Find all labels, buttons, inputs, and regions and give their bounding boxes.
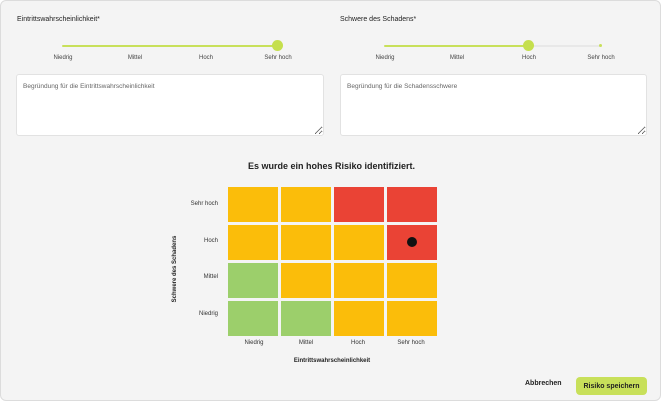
matrix-cell-medium[interactable]: [281, 225, 331, 260]
severity-tick[interactable]: Mittel: [449, 55, 465, 61]
matrix-y-label: Mittel: [203, 274, 218, 280]
likelihood-label: Eintrittswahrscheinlichkeit*: [17, 16, 100, 23]
severity-slider-track-rest: [528, 45, 602, 47]
likelihood-slider-track: [62, 45, 278, 47]
cancel-button[interactable]: Abbrechen: [521, 378, 566, 389]
severity-reason-input[interactable]: [340, 74, 647, 136]
likelihood-tick[interactable]: Sehr hoch: [264, 55, 292, 61]
matrix-cell-low[interactable]: [228, 301, 278, 336]
likelihood-slider[interactable]: [62, 39, 284, 53]
matrix-cell-medium[interactable]: [228, 187, 278, 222]
matrix-cell-high[interactable]: [334, 187, 384, 222]
risk-matrix: [228, 187, 437, 336]
matrix-cell-high[interactable]: [387, 225, 437, 260]
likelihood-tick[interactable]: Hoch: [198, 55, 214, 61]
matrix-y-title: Schwere des Schadens: [172, 235, 178, 303]
severity-slider-track-filled: [384, 45, 528, 47]
likelihood-reason-input[interactable]: [16, 74, 324, 136]
risk-result-text: Es wurde ein hohes Risiko identifiziert.: [247, 161, 416, 171]
severity-slider-thumb[interactable]: [523, 40, 534, 51]
severity-tick[interactable]: Hoch: [521, 55, 537, 61]
matrix-y-label: Sehr hoch: [190, 201, 218, 207]
matrix-y-label: Niedrig: [198, 311, 218, 317]
matrix-cell-medium[interactable]: [228, 225, 278, 260]
matrix-cell-medium[interactable]: [281, 187, 331, 222]
matrix-x-title: Eintrittswahrscheinlichkeit: [293, 358, 371, 364]
matrix-cell-medium[interactable]: [334, 301, 384, 336]
severity-label: Schwere des Schadens*: [340, 16, 417, 23]
severity-slider[interactable]: [384, 39, 606, 53]
matrix-x-label: Hoch: [350, 340, 366, 346]
likelihood-tick[interactable]: Niedrig: [53, 55, 73, 61]
likelihood-tick[interactable]: Mittel: [127, 55, 143, 61]
severity-slider-end-dot: [599, 44, 602, 47]
matrix-y-label: Hoch: [203, 238, 218, 244]
save-risk-button[interactable]: Risiko speichern: [576, 377, 647, 395]
matrix-x-label: Mittel: [298, 340, 314, 346]
severity-tick[interactable]: Sehr hoch: [587, 55, 615, 61]
matrix-cell-medium[interactable]: [334, 263, 384, 298]
risk-marker: [407, 237, 417, 247]
matrix-cell-medium[interactable]: [387, 301, 437, 336]
matrix-x-label: Sehr hoch: [397, 340, 425, 346]
matrix-cell-high[interactable]: [387, 187, 437, 222]
matrix-cell-medium[interactable]: [281, 263, 331, 298]
likelihood-slider-thumb[interactable]: [272, 40, 283, 51]
matrix-cell-low[interactable]: [228, 263, 278, 298]
severity-tick[interactable]: Niedrig: [375, 55, 395, 61]
matrix-cell-medium[interactable]: [334, 225, 384, 260]
matrix-cell-medium[interactable]: [387, 263, 437, 298]
matrix-x-label: Niedrig: [244, 340, 264, 346]
matrix-cell-low[interactable]: [281, 301, 331, 336]
